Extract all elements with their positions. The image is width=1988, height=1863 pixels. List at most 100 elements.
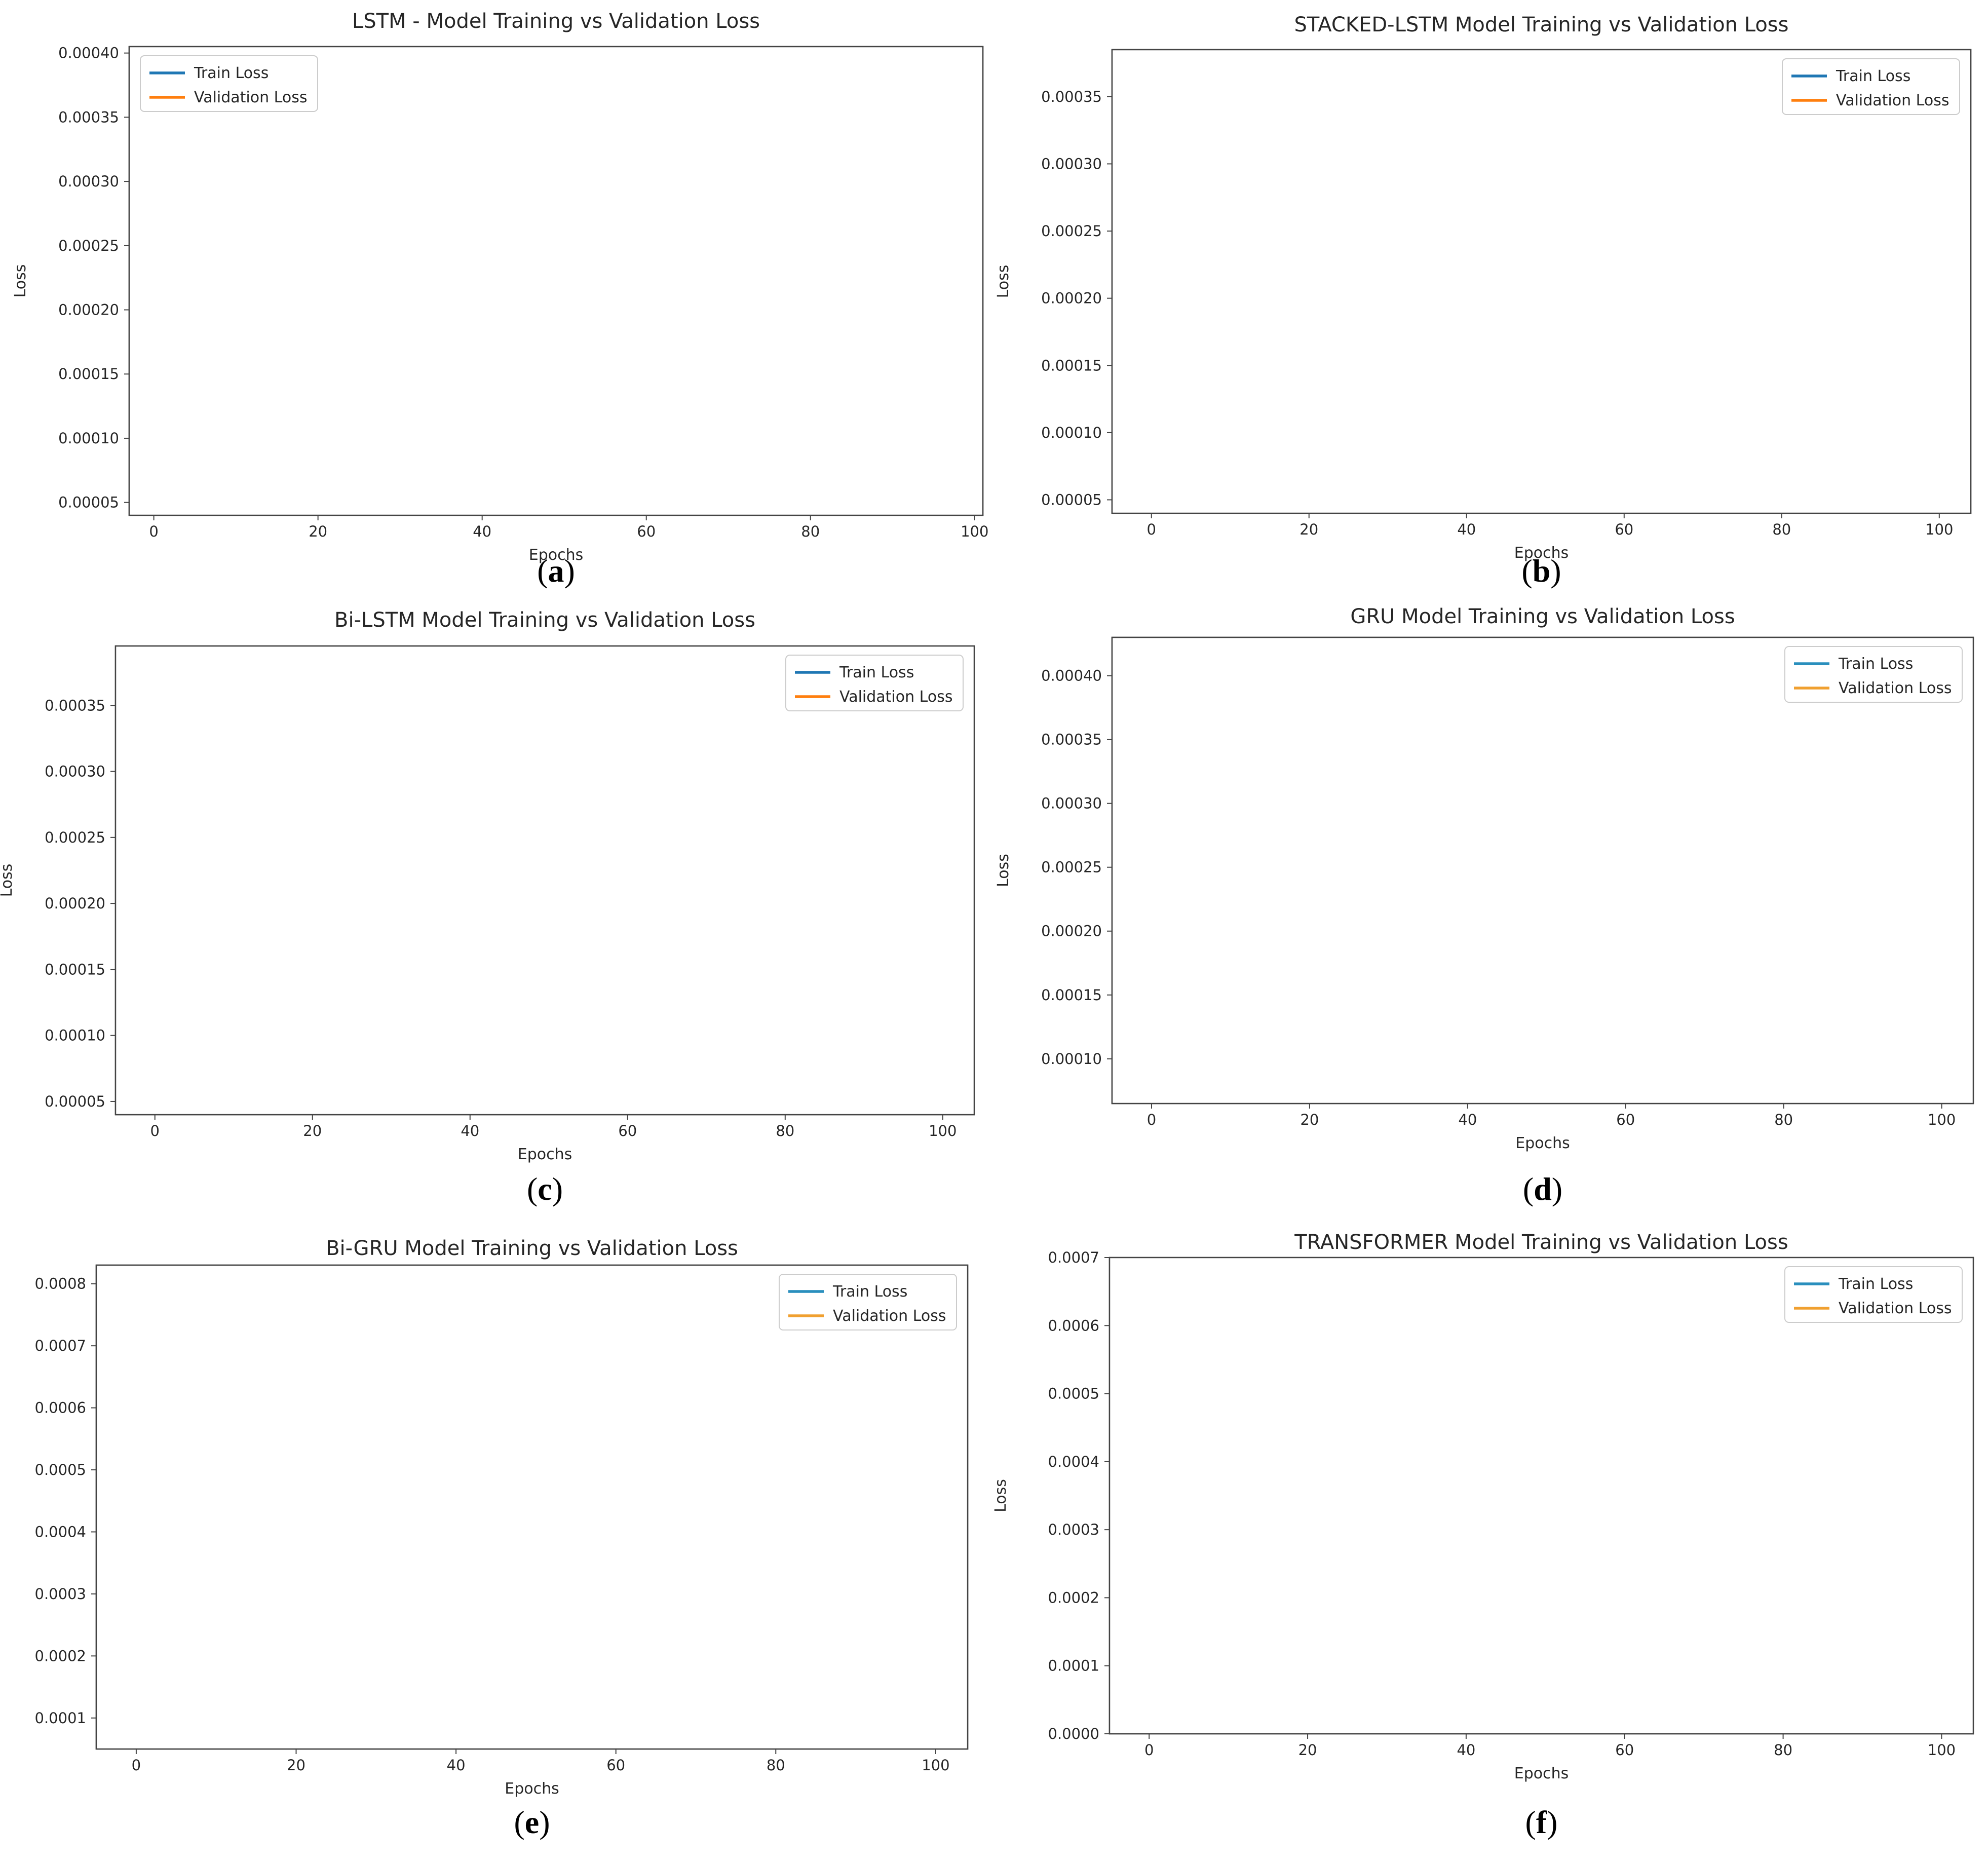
chart-title: Bi-LSTM Model Training vs Validation Los… bbox=[334, 609, 755, 632]
y-axis-label: Loss bbox=[992, 1479, 1010, 1512]
y-tick-label: 0.00015 bbox=[58, 365, 119, 383]
x-tick-label: 60 bbox=[1615, 521, 1633, 538]
y-tick-label: 0.0001 bbox=[1048, 1657, 1099, 1675]
y-tick-label: 0.00010 bbox=[1041, 424, 1102, 441]
y-tick-label: 0.0007 bbox=[1048, 1249, 1099, 1266]
y-tick-label: 0.00035 bbox=[1041, 731, 1102, 748]
y-tick-label: 0.0005 bbox=[35, 1461, 86, 1478]
y-tick-label: 0.00010 bbox=[1041, 1050, 1102, 1068]
panel-e: Bi-GRU Model Training vs Validation Loss… bbox=[35, 1237, 969, 1840]
x-tick-label: 100 bbox=[922, 1757, 949, 1774]
legend-label: Train Loss bbox=[1838, 655, 1913, 673]
y-tick-label: 0.00030 bbox=[58, 173, 119, 190]
y-tick-label: 0.0002 bbox=[35, 1647, 86, 1664]
legend: Train Loss Validation Loss bbox=[140, 55, 318, 112]
y-tick-label: 0.0004 bbox=[1048, 1453, 1099, 1470]
y-tick-label: 0.00020 bbox=[58, 301, 119, 319]
axes-frame bbox=[1111, 49, 1972, 514]
x-tick-label: 40 bbox=[473, 523, 491, 540]
x-tick-label: 80 bbox=[1774, 1741, 1792, 1759]
x-tick-label: 20 bbox=[1300, 1111, 1319, 1128]
x-axis-label: Epochs bbox=[529, 546, 584, 564]
legend-label: Validation Loss bbox=[839, 688, 952, 706]
x-tick-label: 80 bbox=[1772, 521, 1791, 538]
legend: Train Loss Validation Loss bbox=[1784, 1266, 1963, 1323]
chart-title: Bi-GRU Model Training vs Validation Loss bbox=[326, 1237, 738, 1260]
x-tick-label: 0 bbox=[1147, 1111, 1156, 1128]
x-tick-label: 60 bbox=[1616, 1111, 1635, 1128]
y-tick-label: 0.00030 bbox=[45, 763, 105, 780]
axes-frame bbox=[1111, 636, 1974, 1105]
x-tick-label: 80 bbox=[1774, 1111, 1793, 1128]
legend-label: Train Loss bbox=[1838, 1275, 1913, 1293]
x-axis-label: Epochs bbox=[1515, 1134, 1570, 1152]
x-tick-label: 40 bbox=[447, 1757, 466, 1774]
panel-b: STACKED-LSTM Model Training vs Validatio… bbox=[995, 13, 1972, 589]
panel-caption: (f) bbox=[1525, 1804, 1558, 1840]
x-tick-label: 20 bbox=[309, 523, 327, 540]
x-tick-label: 20 bbox=[1299, 521, 1318, 538]
x-tick-label: 40 bbox=[1458, 1111, 1477, 1128]
legend-label: Validation Loss bbox=[1839, 1300, 1952, 1317]
x-tick-label: 100 bbox=[961, 523, 988, 540]
legend-label: Train Loss bbox=[839, 664, 914, 681]
y-tick-label: 0.0006 bbox=[1048, 1317, 1099, 1334]
axes-frame bbox=[128, 46, 984, 516]
legend-label: Validation Loss bbox=[833, 1307, 946, 1325]
y-tick-label: 0.00015 bbox=[1041, 357, 1102, 374]
panel-caption: (d) bbox=[1523, 1171, 1562, 1207]
y-tick-label: 0.00005 bbox=[45, 1093, 105, 1110]
y-tick-label: 0.00020 bbox=[45, 895, 105, 912]
legend-label: Train Loss bbox=[1836, 67, 1910, 85]
x-tick-label: 0 bbox=[149, 523, 158, 540]
panel-caption: (b) bbox=[1521, 553, 1561, 589]
x-axis-label: Epochs bbox=[518, 1146, 572, 1163]
x-tick-label: 0 bbox=[1144, 1741, 1154, 1759]
axes-frame bbox=[1108, 1257, 1974, 1735]
legend: Train Loss Validation Loss bbox=[1782, 58, 1960, 115]
x-tick-label: 100 bbox=[1928, 1111, 1956, 1128]
y-tick-label: 0.00040 bbox=[58, 45, 119, 62]
x-tick-label: 60 bbox=[1615, 1741, 1634, 1759]
y-tick-label: 0.00025 bbox=[58, 237, 119, 254]
x-tick-label: 0 bbox=[132, 1757, 141, 1774]
x-tick-label: 0 bbox=[1147, 521, 1156, 538]
y-axis-label: Loss bbox=[0, 864, 16, 897]
y-tick-label: 0.00025 bbox=[45, 829, 105, 846]
x-tick-label: 20 bbox=[1298, 1741, 1317, 1759]
y-tick-label: 0.00020 bbox=[1041, 923, 1102, 940]
chart-title: STACKED-LSTM Model Training vs Validatio… bbox=[1294, 13, 1789, 36]
x-axis-label: Epochs bbox=[1514, 1765, 1569, 1782]
y-tick-label: 0.0005 bbox=[1048, 1385, 1099, 1402]
x-tick-label: 80 bbox=[801, 523, 820, 540]
y-tick-label: 0.00010 bbox=[58, 430, 119, 447]
x-tick-label: 100 bbox=[929, 1122, 957, 1139]
y-tick-label: 0.00040 bbox=[1041, 667, 1102, 685]
x-tick-label: 100 bbox=[1928, 1741, 1956, 1759]
panel-a: LSTM - Model Training vs Validation Loss… bbox=[12, 10, 988, 589]
x-axis-label: Epochs bbox=[505, 1780, 559, 1798]
legend-label: Validation Loss bbox=[1839, 679, 1952, 697]
y-tick-label: 0.0008 bbox=[35, 1275, 86, 1292]
legend: Train Loss Validation Loss bbox=[779, 1274, 957, 1330]
y-axis-label: Loss bbox=[12, 264, 29, 298]
panel-f: TRANSFORMER Model Training vs Validation… bbox=[992, 1231, 1974, 1840]
y-tick-label: 0.0003 bbox=[1048, 1521, 1099, 1538]
y-tick-label: 0.00010 bbox=[45, 1027, 105, 1044]
x-tick-label: 80 bbox=[776, 1122, 794, 1139]
legend-label: Train Loss bbox=[194, 64, 269, 82]
panel-d: GRU Model Training vs Validation Loss 0 20… bbox=[995, 605, 1974, 1207]
y-tick-label: 0.00035 bbox=[45, 697, 105, 714]
y-tick-label: 0.0006 bbox=[35, 1399, 86, 1417]
x-tick-label: 40 bbox=[1457, 1741, 1475, 1759]
panel-caption: (e) bbox=[514, 1804, 550, 1840]
x-tick-label: 100 bbox=[1925, 521, 1953, 538]
x-tick-label: 40 bbox=[461, 1122, 479, 1139]
x-tick-label: 80 bbox=[767, 1757, 785, 1774]
panel-caption: (c) bbox=[527, 1171, 563, 1207]
y-tick-label: 0.0004 bbox=[35, 1523, 86, 1540]
legend-label: Validation Loss bbox=[194, 89, 307, 106]
y-tick-label: 0.00025 bbox=[1041, 859, 1102, 876]
axes-frame bbox=[114, 645, 975, 1116]
